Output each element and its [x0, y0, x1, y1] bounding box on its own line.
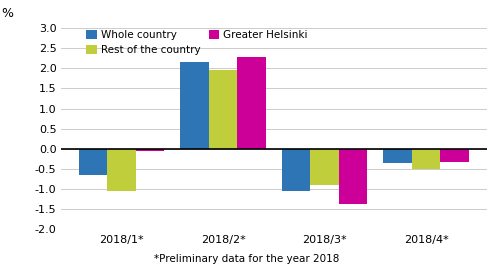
Bar [237, 58, 266, 149]
Bar [310, 149, 339, 185]
Bar [209, 69, 237, 149]
Bar [136, 149, 164, 151]
Legend: Whole country, Rest of the country, Greater Helsinki: Whole country, Rest of the country, Grea… [86, 30, 308, 55]
Bar [383, 149, 412, 163]
Bar [440, 149, 469, 162]
Bar [339, 149, 367, 204]
Bar [79, 149, 107, 175]
Text: *Preliminary data for the year 2018: *Preliminary data for the year 2018 [154, 254, 340, 264]
Bar [282, 149, 310, 191]
Bar [107, 149, 136, 191]
Text: %: % [1, 7, 13, 20]
Bar [412, 149, 440, 169]
Bar [180, 62, 209, 149]
